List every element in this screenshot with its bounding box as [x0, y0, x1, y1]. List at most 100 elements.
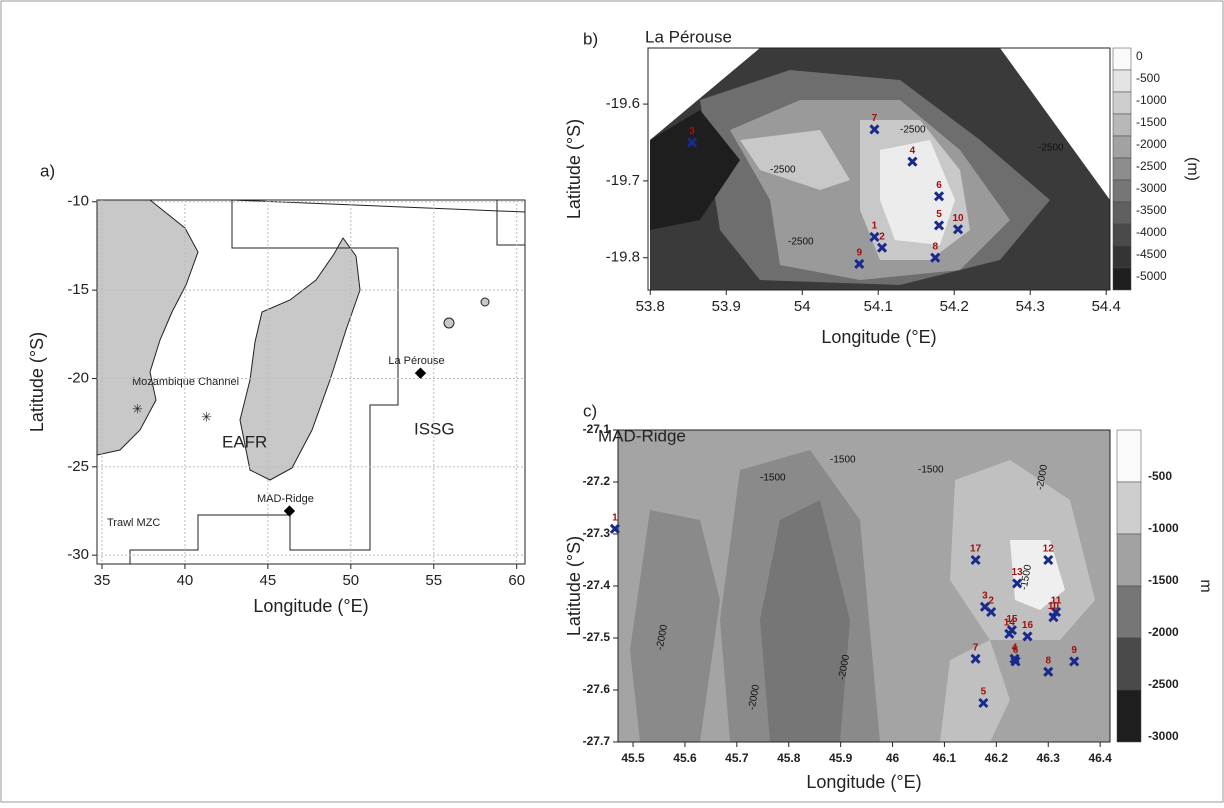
- y-tick-label: -19.7: [606, 172, 640, 189]
- y-axis-label: Latitude (°S): [564, 536, 584, 636]
- station-marker: [869, 231, 880, 243]
- y-tick-label: -10: [67, 193, 89, 210]
- colorbar-swatch: [1112, 91, 1132, 115]
- y-tick-label: -27.7: [583, 734, 611, 748]
- y-tick-label: -30: [67, 546, 89, 563]
- station-marker: [1004, 628, 1015, 639]
- map-frame: [647, 47, 1111, 291]
- contour-label: -2500: [1038, 143, 1064, 154]
- x-axis-label: Longitude (°E): [253, 596, 368, 616]
- x-tick-label: 45: [260, 572, 277, 589]
- colorbar-swatch: [1112, 47, 1132, 71]
- station-label: 4: [1012, 642, 1018, 653]
- region-label: ISSG: [414, 419, 455, 438]
- station-marker: [1022, 631, 1033, 642]
- colorbar-label: -4000: [1136, 225, 1167, 239]
- station-label: 10: [952, 213, 964, 224]
- colorbar-label: -3500: [1136, 203, 1167, 217]
- y-tick-label: -19.6: [606, 95, 640, 112]
- contour-label: -2500: [900, 125, 926, 136]
- depth: [740, 130, 850, 190]
- station-label: 10: [1048, 601, 1060, 612]
- station-label: 3: [689, 126, 695, 137]
- contour-label: -2500: [788, 237, 814, 248]
- station-marker: [1048, 612, 1059, 623]
- station-label: 11: [1051, 596, 1062, 607]
- map-c: [618, 430, 1110, 742]
- station-label: 7: [973, 642, 979, 653]
- map-frame: [96, 199, 526, 565]
- x-tick-label: 45.7: [725, 751, 749, 765]
- station-marker: [1012, 578, 1023, 589]
- x-tick-label: 46.1: [933, 751, 957, 765]
- colorbar-swatch: [1116, 637, 1142, 691]
- station-label: 1: [612, 512, 618, 523]
- map-b: [650, 48, 1110, 290]
- boundary: [129, 200, 399, 564]
- x-axis-label: Longitude (°E): [821, 327, 936, 347]
- station-label: 2: [879, 231, 885, 242]
- colorbar-label: -1500: [1136, 115, 1167, 129]
- y-tick-label: -27.6: [583, 682, 611, 696]
- colorbar-swatch: [1116, 429, 1142, 483]
- colorbar-swatch: [1116, 533, 1142, 587]
- colorbar-label: -2000: [1148, 625, 1179, 639]
- y-tick-label: -20: [67, 369, 89, 386]
- x-tick-label: 45.9: [829, 751, 853, 765]
- station-marker: [933, 191, 945, 202]
- y-axis-label: Latitude (°S): [564, 119, 584, 219]
- station-label: 6: [936, 180, 942, 191]
- station-label: 9: [856, 248, 862, 259]
- boundary: [496, 200, 525, 246]
- x-tick-label: 45.6: [673, 751, 697, 765]
- colorbar-swatch: [1116, 585, 1142, 639]
- colorbar-label: -500: [1148, 469, 1172, 483]
- colorbar-swatch: [1116, 481, 1142, 535]
- colorbar-label: -3000: [1136, 181, 1167, 195]
- colorbar-label: -2500: [1136, 159, 1167, 173]
- y-tick-label: -27.1: [583, 422, 611, 436]
- station-label: 8: [1045, 655, 1051, 666]
- contour-label: -2500: [770, 165, 796, 176]
- station-marker: [952, 224, 964, 235]
- trawl-marker: ✳: [132, 401, 143, 416]
- colorbar-label: -4500: [1136, 247, 1167, 261]
- x-tick-label: 40: [177, 572, 194, 589]
- contour-label: -1500: [918, 465, 944, 476]
- depth: [630, 510, 720, 742]
- station-marker: [869, 124, 880, 135]
- colorbar-swatch: [1112, 267, 1132, 291]
- station-marker: [970, 554, 981, 566]
- y-tick-label: -27.2: [583, 474, 611, 488]
- colorbar-label: -3000: [1148, 729, 1179, 743]
- station-label: 12: [1043, 544, 1055, 555]
- site-marker: [283, 505, 296, 517]
- site-marker: [414, 367, 427, 379]
- colorbar-label: 0: [1136, 49, 1143, 63]
- station-label: 7: [872, 113, 878, 124]
- colorbar-label: -1500: [1148, 573, 1179, 587]
- station-marker: [1043, 666, 1054, 677]
- depth: [880, 140, 955, 245]
- station-label: 9: [1071, 645, 1077, 656]
- x-tick-label: 54.4: [1092, 298, 1121, 315]
- colorbar-swatch: [1112, 69, 1132, 93]
- panel-label: a): [40, 161, 55, 180]
- island: [443, 317, 455, 329]
- y-tick-label: -19.8: [606, 249, 640, 266]
- x-tick-label: 45.5: [621, 751, 645, 765]
- x-axis-label: Longitude (°E): [806, 772, 921, 792]
- station-label: 8: [932, 241, 938, 252]
- x-tick-label: 60: [508, 572, 525, 589]
- x-tick-label: 46.3: [1037, 751, 1061, 765]
- station-label: 5: [981, 687, 987, 698]
- panel-label: b): [583, 29, 598, 48]
- colorbar-label: -2000: [1136, 137, 1167, 151]
- station-label: 1: [872, 221, 878, 232]
- station-marker: [876, 242, 888, 253]
- x-tick-label: 35: [94, 572, 111, 589]
- y-tick-label: -27.4: [583, 578, 611, 592]
- station-marker: [854, 258, 865, 269]
- y-axis-label: Latitude (°S): [27, 332, 47, 432]
- x-tick-label: 55: [425, 572, 442, 589]
